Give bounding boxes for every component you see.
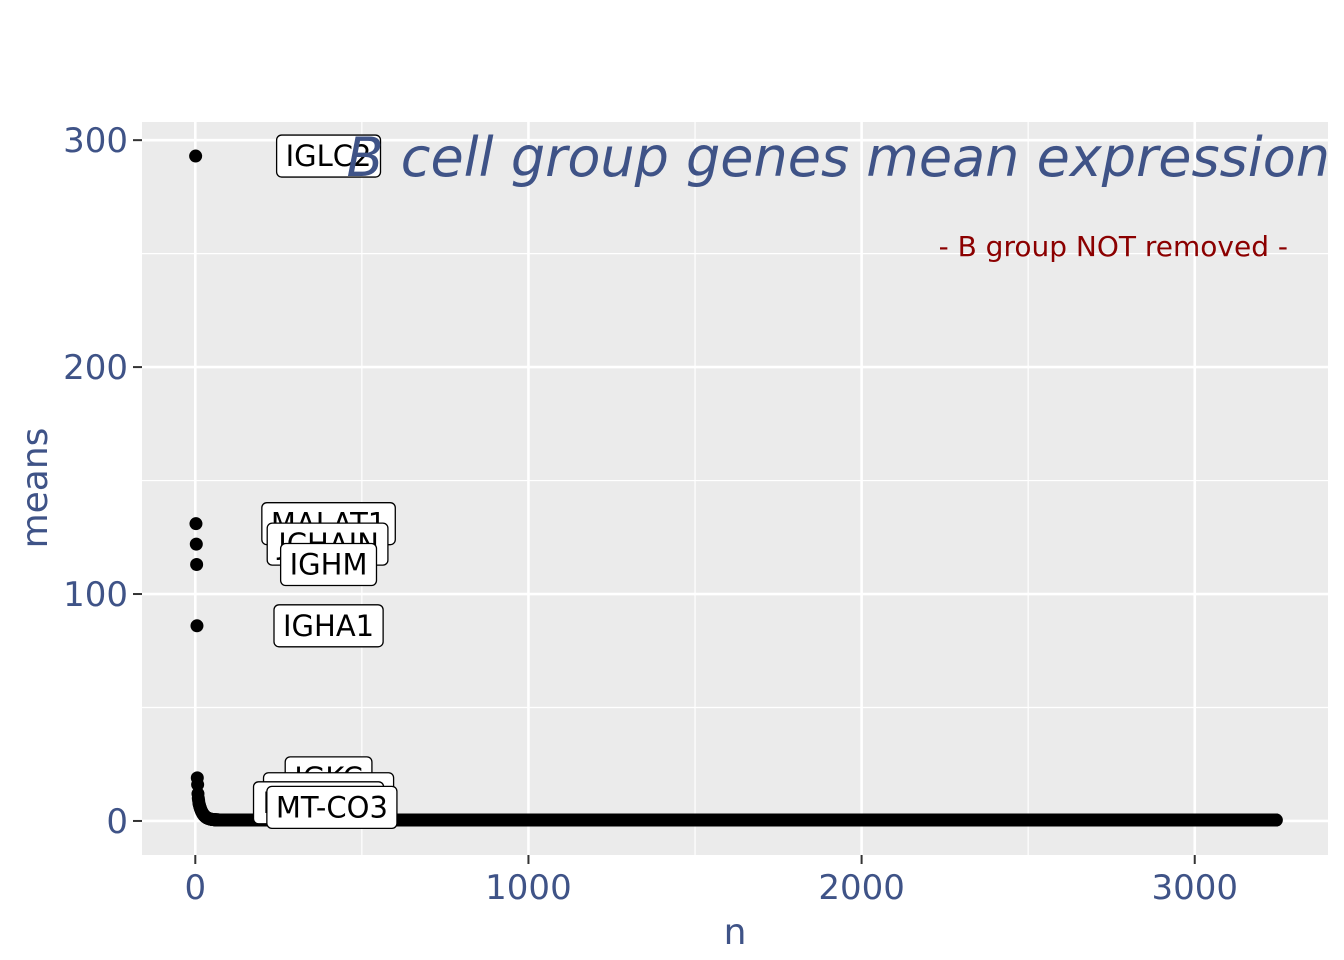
x-tick-label: 0 — [184, 868, 206, 908]
data-point — [1269, 813, 1283, 827]
chart-title: B cell group genes mean expression — [347, 126, 1330, 189]
y-tick-label: 300 — [63, 121, 128, 161]
gene-label: IGHM — [279, 542, 378, 587]
gene-label-box — [266, 785, 398, 829]
gene-label-box — [273, 604, 384, 648]
data-point — [189, 149, 203, 163]
plot-panel — [142, 122, 1328, 855]
gene-label: IGLC2 — [275, 134, 382, 178]
y-tick-label: 0 — [106, 802, 128, 842]
gene-label: MT-CO3 — [266, 785, 398, 829]
x-axis-title: n — [724, 912, 747, 953]
data-point — [189, 517, 203, 531]
gene-label-box — [275, 134, 382, 178]
gene-label-box — [279, 542, 378, 587]
gene-label-text: IGHM — [290, 548, 368, 582]
x-tick-label: 3000 — [1151, 868, 1238, 908]
gene-label: IGHA1 — [273, 604, 384, 648]
x-tick-label: 1000 — [485, 868, 572, 908]
data-point — [189, 537, 203, 551]
gene-label-text: IGHA1 — [283, 609, 374, 643]
y-tick-label: 200 — [63, 348, 128, 388]
data-point — [191, 778, 205, 792]
gene-label-text: MT-CO3 — [276, 790, 388, 824]
gene-label-text: IGLC2 — [286, 139, 372, 173]
y-axis-title: means — [15, 428, 56, 549]
x-tick-label: 2000 — [818, 868, 905, 908]
data-point — [190, 558, 204, 572]
chart-subtitle: - B group NOT removed - — [939, 230, 1288, 263]
y-tick-label: 100 — [63, 575, 128, 615]
data-point — [190, 619, 204, 633]
